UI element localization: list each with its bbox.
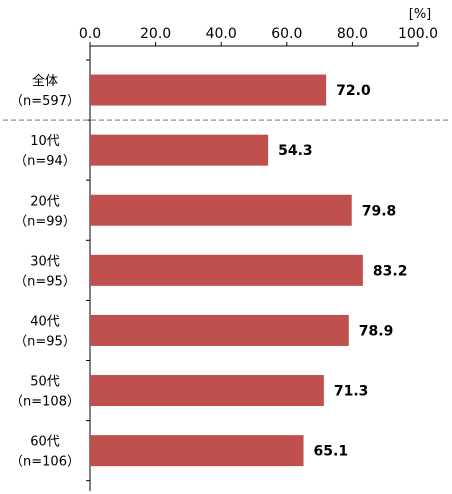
category-sample-size: （n=108） (10, 395, 80, 410)
bar (90, 74, 327, 106)
category-label: 50代 (30, 375, 60, 390)
bar (90, 375, 324, 407)
category-sample-size: （n=95） (14, 334, 76, 349)
category-sample-size: （n=106） (10, 455, 80, 470)
x-tick-label: 0.0 (79, 26, 101, 42)
category-labels: 全体 （n=597） 10代 （n=94） 20代 （n=99） 30代 （n=95） 40代 （… (10, 73, 80, 470)
category-label: 60代 (30, 435, 60, 450)
data-label: 71.3 (334, 384, 369, 400)
bar (90, 254, 363, 286)
category-label: 20代 (30, 194, 60, 209)
data-label: 83.2 (373, 263, 408, 279)
category-sample-size: （n=99） (14, 214, 76, 229)
data-label: 65.1 (314, 444, 349, 460)
unit-label: [%] (409, 7, 432, 22)
category-sample-size: （n=94） (14, 154, 76, 169)
data-label: 78.9 (359, 323, 394, 339)
data-label: 54.3 (278, 143, 313, 159)
category-sample-size: （n=95） (14, 274, 76, 289)
data-label: 72.0 (336, 83, 371, 99)
value-labels: 72.0 54.3 79.8 83.2 78.9 71.3 65.1 (278, 83, 407, 460)
bar (90, 435, 304, 467)
category-label: 全体 (32, 73, 58, 89)
bar (90, 134, 269, 166)
x-tick-label: 60.0 (271, 26, 302, 42)
data-label: 79.8 (362, 203, 397, 219)
category-label: 40代 (30, 314, 60, 329)
category-label: 10代 (30, 134, 60, 149)
bars (90, 74, 363, 467)
x-tick-label: 20.0 (140, 26, 171, 42)
bar (90, 194, 352, 226)
y-axis (86, 46, 91, 491)
category-label: 30代 (30, 254, 60, 269)
x-tick-label: 80.0 (337, 26, 368, 42)
category-sample-size: （n=597） (10, 94, 80, 109)
x-tick-label: 100.0 (398, 26, 438, 42)
bar (90, 314, 349, 346)
x-axis: 0.0 20.0 40.0 60.0 80.0 100.0 (79, 26, 438, 47)
x-tick-label: 40.0 (206, 26, 237, 42)
